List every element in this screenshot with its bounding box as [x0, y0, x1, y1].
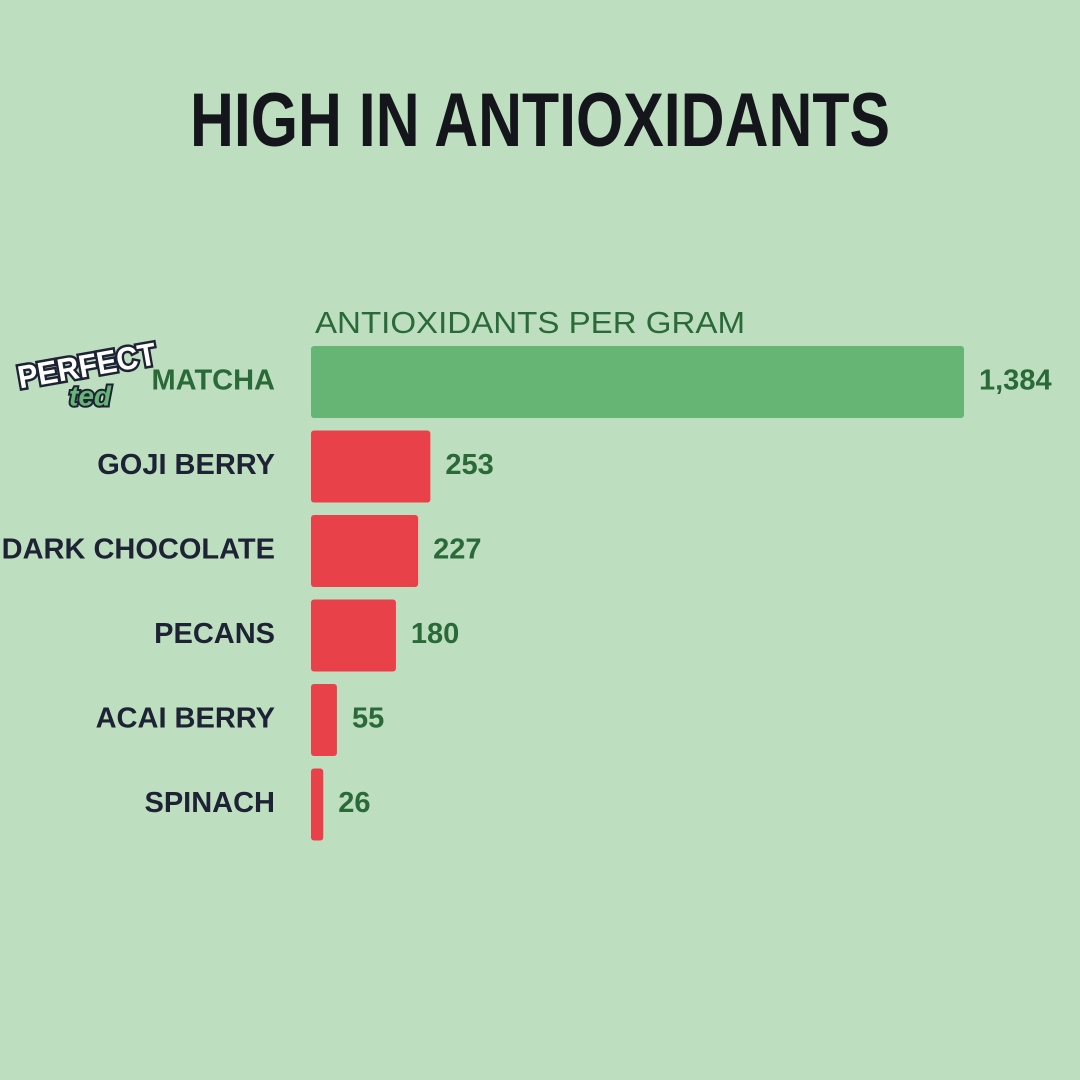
logo-sub: ted [69, 380, 112, 411]
value-label: 55 [352, 703, 384, 735]
bar [311, 768, 324, 841]
chart-subtitle: ANTIOXIDANTS PER GRAM [315, 305, 745, 340]
category-label: GOJI BERRY [97, 449, 275, 481]
bar [311, 684, 337, 756]
bar [311, 346, 964, 418]
chart-title: HIGH IN ANTIOXIDANTS [190, 78, 890, 163]
value-label: 26 [338, 787, 370, 819]
category-label: PECANS [154, 618, 275, 650]
bar [311, 599, 396, 672]
category-label: DARK CHOCOLATE [2, 534, 275, 566]
value-label: 1,384 [979, 365, 1052, 397]
value-label: 253 [445, 449, 493, 481]
value-label: 180 [411, 618, 459, 650]
category-label: SPINACH [144, 787, 275, 819]
bar [311, 515, 419, 587]
category-label: MATCHA [152, 365, 276, 397]
bar [311, 430, 431, 503]
value-label: 227 [433, 534, 481, 566]
category-label: ACAI BERRY [96, 703, 275, 735]
